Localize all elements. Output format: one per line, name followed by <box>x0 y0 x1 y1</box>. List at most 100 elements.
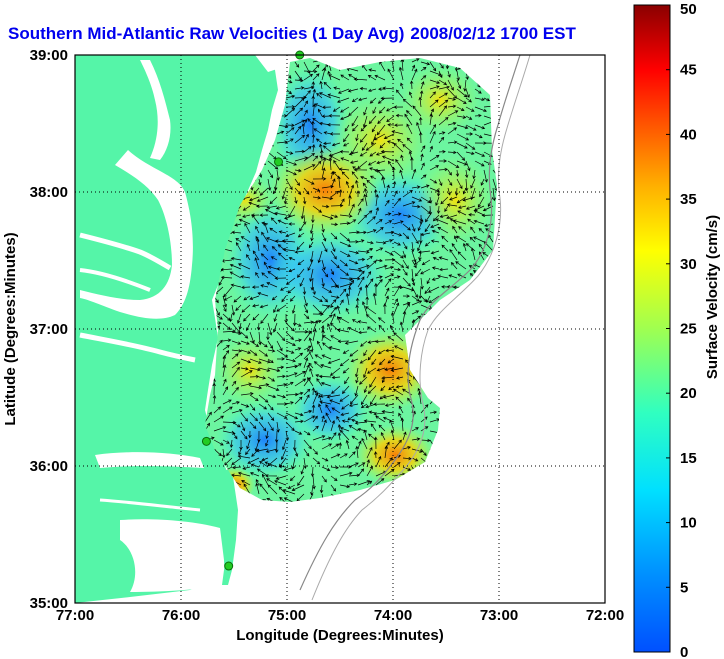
velocity-arrow <box>259 460 269 468</box>
velocity-arrow <box>428 295 440 304</box>
velocity-arrow <box>352 124 359 132</box>
velocity-arrow <box>326 394 341 399</box>
map-title: Southern Mid-Atlantic Raw Velocities (1 … <box>8 24 576 44</box>
velocity-arrow <box>233 295 242 303</box>
velocity-arrow <box>384 184 390 198</box>
velocity-arrow <box>366 446 373 459</box>
colorbar-tick-label: 20 <box>680 385 697 402</box>
velocity-arrow <box>438 149 446 154</box>
velocity-arrow <box>374 436 378 450</box>
velocity-arrow <box>245 448 251 456</box>
velocity-arrow <box>255 237 260 252</box>
velocity-arrow <box>447 187 451 196</box>
velocity-arrow <box>447 79 454 91</box>
velocity-arrow <box>378 106 386 114</box>
velocity-arrow <box>249 331 255 344</box>
velocity-arrow <box>470 178 476 189</box>
velocity-arrow <box>351 97 359 103</box>
velocity-arrow <box>458 226 467 234</box>
velocity-arrow <box>483 97 491 102</box>
velocity-arrow <box>377 317 386 324</box>
velocity-arrow <box>474 113 482 118</box>
velocity-arrow <box>438 79 448 85</box>
velocity-arrow <box>327 123 341 127</box>
velocity-arrow <box>465 97 472 103</box>
velocity-arrow <box>378 424 386 432</box>
velocity-arrow <box>393 298 398 306</box>
velocity-arrow <box>402 446 411 450</box>
velocity-arrow <box>325 412 332 423</box>
velocity-arrow <box>351 171 359 180</box>
velocity-arrow <box>400 417 405 432</box>
velocity-arrow <box>407 397 413 405</box>
velocity-arrow <box>349 349 359 357</box>
velocity-arrow <box>231 465 242 470</box>
velocity-arrow <box>240 349 252 354</box>
velocity-arrow <box>321 443 333 450</box>
velocity-arrow <box>411 437 421 441</box>
velocity-arrow <box>311 81 316 90</box>
velocity-arrow <box>294 125 302 135</box>
velocity-arrow <box>222 344 230 351</box>
velocity-arrow <box>303 394 310 405</box>
velocity-arrow <box>312 155 319 162</box>
velocity-arrow <box>249 358 262 364</box>
velocity-arrow <box>300 205 305 220</box>
velocity-arrow <box>274 480 287 486</box>
velocity-arrow <box>249 367 261 372</box>
velocity-arrow <box>218 277 224 286</box>
velocity-arrow <box>345 292 350 306</box>
velocity-arrow <box>285 138 294 144</box>
velocity-arrow <box>379 394 386 400</box>
velocity-arrow <box>366 179 377 189</box>
velocity-arrow <box>470 247 476 261</box>
velocity-arrow <box>384 212 392 216</box>
velocity-arrow <box>267 403 274 411</box>
velocity-arrow <box>240 275 251 279</box>
velocity-arrow <box>311 144 316 153</box>
velocity-arrow <box>393 142 404 153</box>
velocity-arrow <box>366 465 373 477</box>
velocity-arrow <box>213 406 222 414</box>
velocity-arrow <box>321 259 326 271</box>
velocity-arrow <box>294 430 303 435</box>
velocity-arrow <box>294 107 304 117</box>
velocity-arrow <box>337 423 342 432</box>
velocity-arrow <box>284 313 288 324</box>
velocity-arrow <box>240 340 250 345</box>
velocity-arrow <box>275 205 287 210</box>
velocity-arrow <box>354 421 368 425</box>
velocity-arrow <box>411 300 423 306</box>
velocity-arrow <box>240 392 254 396</box>
velocity-arrow <box>429 113 434 126</box>
velocity-arrow <box>440 196 449 205</box>
velocity-arrow <box>255 482 260 495</box>
velocity-arrow <box>369 167 377 171</box>
velocity-arrow <box>331 385 341 394</box>
velocity-arrow <box>457 210 467 216</box>
velocity-arrow <box>283 196 288 205</box>
velocity-arrow <box>340 115 350 120</box>
velocity-arrow <box>429 410 438 415</box>
velocity-arrow <box>276 340 283 352</box>
velocity-arrow <box>420 232 431 237</box>
velocity-arrow <box>231 366 240 378</box>
velocity-arrow <box>330 299 337 306</box>
velocity-arrow <box>458 205 467 209</box>
velocity-arrow <box>311 95 315 108</box>
velocity-arrow <box>393 439 402 450</box>
velocity-arrow <box>329 399 341 405</box>
velocity-arrow <box>231 380 237 387</box>
velocity-arrow <box>411 286 418 299</box>
velocity-arrow <box>379 142 386 149</box>
velocity-arrow <box>339 232 351 242</box>
velocity-arrow <box>238 448 242 456</box>
velocity-arrow <box>438 167 449 172</box>
map-plot-area <box>75 55 605 603</box>
velocity-arrow <box>418 116 423 126</box>
velocity-arrow <box>213 439 224 446</box>
velocity-arrow <box>384 403 395 407</box>
velocity-arrow <box>429 85 440 90</box>
velocity-arrow <box>341 385 350 394</box>
velocity-arrow <box>357 198 364 207</box>
